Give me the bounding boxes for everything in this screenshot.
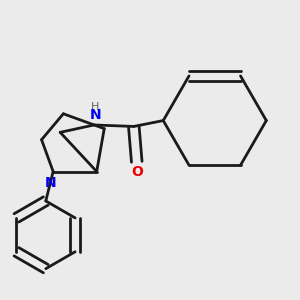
Text: H: H — [91, 102, 100, 112]
Text: N: N — [90, 108, 101, 122]
Text: N: N — [44, 176, 56, 190]
Text: O: O — [131, 165, 143, 179]
